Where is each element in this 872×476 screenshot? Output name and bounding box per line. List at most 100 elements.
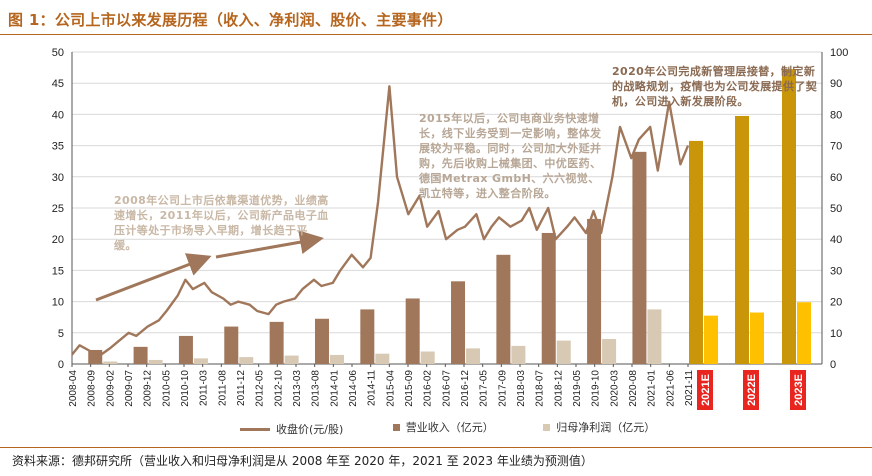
forecast-label: 2022E (746, 374, 758, 406)
y-tick-label-right: 40 (830, 234, 842, 246)
forecast-tag (743, 370, 759, 410)
chart-canvas: 0 5 10 15 20 25 30 35 40 45 50 0 10 20 30 40 50 60 70 80 90 1… (52, 47, 848, 410)
profit-bar (329, 354, 344, 364)
x-tick-label: 2016-02 (423, 370, 434, 407)
legend-item-price: 收盘价(元/股) (240, 421, 343, 437)
forecast-label: 2023E (793, 374, 805, 406)
y-tick-label-right: 80 (830, 109, 842, 121)
x-tick-label: 2009-02 (105, 370, 116, 407)
x-tick-label: 2014-11 (367, 370, 378, 406)
profit-bar (602, 339, 617, 364)
legend-line-swatch (240, 427, 270, 431)
x-tick-label: 2021-01 (647, 370, 658, 407)
source-note: 资料来源：德邦研究所（营业收入和归母净利润是从 2008 年至 2020 年，2… (12, 454, 593, 468)
profit-bar (466, 348, 481, 364)
title-divider (0, 34, 872, 35)
x-tick-label: 2013-03 (292, 370, 303, 407)
y-tick-label-left: 45 (52, 78, 64, 90)
x-tick-label: 2018-07 (535, 370, 546, 407)
x-tick-label: 2021-06 (665, 370, 676, 407)
trend-arrow-1 (95, 253, 212, 302)
annotation-2008: 2008年公司上市后依靠渠道优势，业绩高速增长，2011年以后，公司新产品电子血… (114, 194, 329, 252)
y-tick-label-left: 0 (58, 359, 64, 371)
revenue-bar (178, 335, 193, 364)
profit-bar (750, 312, 764, 364)
revenue-bar (224, 326, 239, 364)
profit-bar (148, 359, 163, 364)
x-tick-label: 2012-05 (255, 370, 266, 407)
footer-divider (0, 447, 872, 448)
profit-bar (797, 302, 811, 364)
x-tick-label: 2011-08 (217, 370, 228, 406)
figure-title: 图 1：公司上市以来发展历程（收入、净利润、股价、主要事件） (8, 11, 453, 29)
x-tick-label: 2015-09 (404, 370, 415, 407)
y-tick-label-right: 70 (830, 141, 842, 153)
x-tick-label: 2019-05 (572, 370, 583, 407)
x-tick-label: 2016-12 (460, 370, 471, 407)
profit-bar (511, 345, 526, 364)
revenue-bar (451, 281, 466, 364)
y-tick-label-right: 20 (830, 297, 842, 309)
y-tick-label-right: 90 (830, 78, 842, 90)
y-tick-label-left: 30 (52, 172, 64, 184)
revenue-bar (496, 254, 511, 364)
x-tick-label: 2014-06 (348, 370, 359, 407)
y-tick-label-left: 15 (52, 265, 64, 277)
price-series-line (71, 85, 690, 358)
profit-bar (103, 361, 118, 364)
revenue-bar (133, 346, 148, 364)
x-tick-label: 2021-11 (684, 370, 695, 406)
y-tick-label-left: 25 (52, 203, 64, 215)
x-tick-label: 2017-05 (479, 370, 490, 407)
legend-item-profit: 归母净利润（亿元） (543, 419, 655, 435)
y-tick-label-left: 40 (52, 109, 64, 121)
legend: 收盘价(元/股) 营业收入（亿元） 归母净利润（亿元） (240, 419, 701, 437)
revenue-bar (689, 140, 703, 364)
profit-bar (420, 351, 435, 364)
x-tick-label: 2008-04 (68, 370, 79, 407)
revenue-bar (541, 232, 556, 364)
y-tick-label-right: 100 (830, 47, 848, 59)
revenue-bar (405, 298, 420, 364)
x-tick-label: 2019-10 (591, 370, 602, 407)
y-tick-label-right: 50 (830, 203, 842, 215)
price-line (71, 85, 690, 358)
profit-bar (193, 358, 208, 364)
x-tick-label: 2018-03 (516, 370, 527, 407)
x-tick-label: 2012-10 (273, 370, 284, 407)
y-tick-label-right: 60 (830, 172, 842, 184)
x-tick-label: 2010-10 (180, 370, 191, 407)
profit-bar (239, 357, 254, 364)
x-tick-label: 2013-08 (311, 370, 322, 407)
x-tick-label: 2015-04 (385, 370, 396, 407)
trend-arrows (95, 230, 324, 302)
revenue-bar (782, 69, 796, 364)
profit-bar (284, 355, 299, 364)
profit-bar (704, 315, 718, 364)
forecast-tag (790, 370, 806, 410)
x-tick-label: 2016-07 (441, 370, 452, 407)
revenue-bar (735, 115, 749, 365)
legend-label-price: 收盘价(元/股) (276, 423, 344, 436)
revenue-bar (587, 218, 602, 364)
revenue-bar (269, 321, 284, 364)
x-tick-label: 2011-12 (236, 370, 247, 406)
y-tick-label-left: 10 (52, 297, 64, 309)
legend-label-profit: 归母净利润（亿元） (556, 421, 656, 434)
x-tick-label: 2020-08 (628, 370, 639, 407)
forecast-tag (697, 370, 713, 410)
revenue-bar (360, 309, 375, 364)
x-tick-label: 2009-07 (124, 370, 135, 407)
annotation-2020: 2020年公司完成新管理层接替，制定新的战略规划，疫情也为公司发展提供了契机，公… (612, 65, 818, 108)
legend-profit-swatch (543, 423, 551, 431)
x-tick-label: 2009-12 (143, 370, 154, 407)
tick-labels: 0 5 10 15 20 25 30 35 40 45 50 0 10 20 30 40 50 60 70 80 90 1… (52, 47, 848, 410)
bars (88, 69, 811, 365)
x-tick-label: 2017-09 (497, 370, 508, 407)
y-tick-label-left: 35 (52, 141, 64, 153)
revenue-bar (632, 151, 647, 364)
y-tick-label-left: 5 (58, 328, 64, 340)
x-tick-label: 2010-05 (161, 370, 172, 407)
revenue-bar (314, 318, 329, 364)
y-tick-label-right: 30 (830, 265, 842, 277)
